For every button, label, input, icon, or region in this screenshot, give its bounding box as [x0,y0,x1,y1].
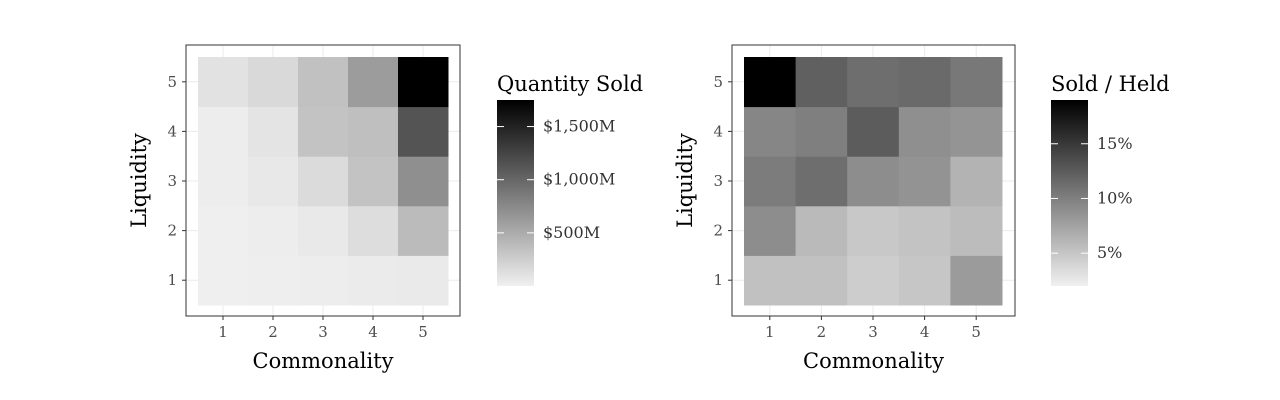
heatmap-cell-l3-c5 [950,156,1003,207]
heatmap-cell-l4-c4 [898,106,951,157]
x-tick-label: 2 [268,323,278,341]
heatmap-cell-l3-c5 [398,156,449,207]
heatmap-cell-l5-c1 [744,57,797,108]
y-tick-label: 3 [713,172,723,190]
legend-tick-label: 5% [1097,243,1122,262]
legend-colorbar [1051,100,1088,286]
heatmap-cell-l1-c4 [348,255,399,306]
legend-title: Quantity Sold [497,72,643,96]
y-tick-label: 4 [167,122,177,140]
y-tick-label: 1 [167,271,177,289]
x-tick-label: 1 [218,323,228,341]
heatmap-cell-l1-c5 [950,255,1003,306]
heatmap-cell-l1-c4 [898,255,951,306]
heatmap-cell-l3-c3 [298,156,349,207]
heatmap-cell-l5-c3 [298,57,349,108]
legend-tick-label: $1,500M [543,117,615,136]
x-tick-label: 3 [318,323,328,341]
y-tick-label: 5 [167,73,177,91]
heatmap-cell-l1-c1 [198,255,249,306]
heatmap-cell-l2-c4 [898,205,951,256]
y-tick-label: 2 [167,222,177,240]
y-tick-label: 1 [713,271,723,289]
legend-tick-label: 15% [1097,134,1133,153]
heatmap-cell-l4-c3 [298,106,349,157]
heatmap-cell-l1-c5 [398,255,449,306]
axis-ticks: 1 2 3 4 5 1 2 3 4 5 [713,73,981,341]
heatmap-cell-l2-c5 [950,205,1003,256]
y-tick-label: 2 [713,222,723,240]
heatmap-panel-quantity-sold: 1 2 3 4 5 1 2 3 4 5 Commonality Liquidity Quantit… [127,44,643,373]
heatmap-cell-l4-c4 [348,106,399,157]
x-tick-label: 2 [817,323,827,341]
legend-title: Sold / Held [1051,72,1170,96]
heatmap-cells [744,57,1003,306]
axis-ticks: 1 2 3 4 5 1 2 3 4 5 [167,73,427,341]
heatmap-cell-l5-c4 [348,57,399,108]
heatmap-cell-l5-c5 [398,57,449,108]
heatmap-cell-l2-c3 [847,205,900,256]
heatmap-cell-l1-c1 [744,255,797,306]
heatmap-panel-sold-held: 1 2 3 4 5 1 2 3 4 5 Commonality Liquidity Sold / … [673,44,1170,373]
y-axis-title: Liquidity [673,133,697,228]
heatmap-cell-l4-c3 [847,106,900,157]
heatmap-cell-l4-c1 [744,106,797,157]
heatmap-cell-l1-c2 [795,255,848,306]
heatmap-cell-l5-c3 [847,57,900,108]
legend-tick-label: 10% [1097,188,1133,207]
heatmap-cells [198,57,449,306]
x-tick-label: 3 [868,323,878,341]
heatmap-cell-l2-c1 [198,205,249,256]
heatmap-cell-l2-c4 [348,205,399,256]
legend-tick-label: $1,000M [543,170,615,189]
heatmap-cell-l5-c1 [198,57,249,108]
heatmap-cell-l5-c2 [248,57,299,108]
heatmap-cell-l1-c2 [248,255,299,306]
legend-quantity-sold: Quantity Sold $500M $1,000M $1,500M [497,72,643,286]
heatmap-cell-l5-c2 [795,57,848,108]
heatmap-cell-l3-c4 [348,156,399,207]
heatmap-cell-l5-c4 [898,57,951,108]
heatmap-cell-l4-c2 [248,106,299,157]
heatmap-cell-l4-c5 [398,106,449,157]
heatmap-cell-l1-c3 [298,255,349,306]
heatmap-cell-l3-c3 [847,156,900,207]
heatmap-cell-l4-c2 [795,106,848,157]
legend-tick-label: $500M [543,223,600,242]
legend-sold-held: Sold / Held 5% 10% 15% [1051,72,1170,286]
x-tick-label: 4 [368,323,378,341]
x-tick-label: 4 [920,323,930,341]
legend-colorbar [497,100,534,286]
y-tick-label: 4 [713,122,723,140]
heatmap-cell-l2-c2 [795,205,848,256]
x-tick-label: 5 [971,323,981,341]
heatmap-cell-l3-c2 [248,156,299,207]
heatmap-cell-l3-c1 [744,156,797,207]
y-axis-title: Liquidity [127,133,151,228]
x-axis-title: Commonality [253,349,394,373]
heatmap-cell-l3-c1 [198,156,249,207]
heatmap-cell-l3-c2 [795,156,848,207]
heatmap-cell-l3-c4 [898,156,951,207]
y-tick-label: 5 [713,73,723,91]
heatmap-cell-l5-c5 [950,57,1003,108]
heatmap-cell-l2-c1 [744,205,797,256]
heatmap-cell-l2-c5 [398,205,449,256]
x-tick-label: 5 [418,323,428,341]
heatmap-cell-l2-c2 [248,205,299,256]
heatmap-cell-l4-c1 [198,106,249,157]
x-tick-label: 1 [765,323,775,341]
y-tick-label: 3 [167,172,177,190]
x-axis-title: Commonality [803,349,944,373]
heatmap-cell-l2-c3 [298,205,349,256]
heatmap-cell-l4-c5 [950,106,1003,157]
heatmap-cell-l1-c3 [847,255,900,306]
